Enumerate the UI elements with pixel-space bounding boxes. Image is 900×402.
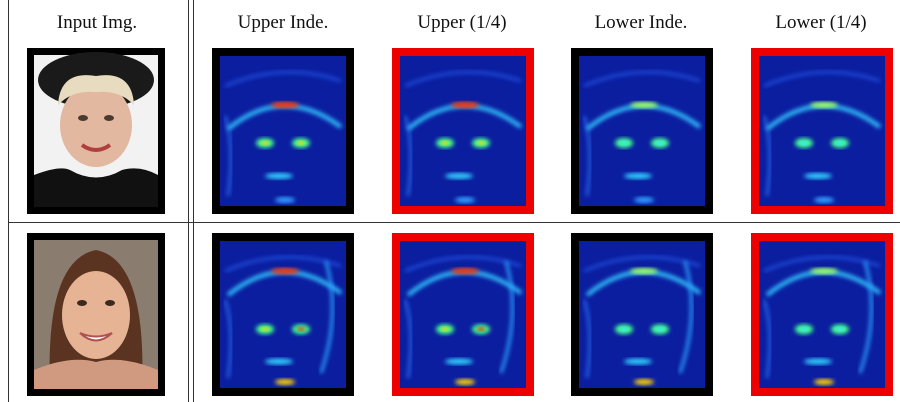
heatmap-eye bbox=[261, 141, 269, 145]
input-photo bbox=[27, 48, 165, 214]
heatmap-hotspot bbox=[810, 268, 838, 274]
heatmap-background bbox=[579, 56, 705, 206]
heatmap-eye bbox=[836, 141, 844, 145]
heatmap bbox=[571, 48, 713, 214]
heatmap-hotspot bbox=[271, 268, 299, 274]
heatmap bbox=[212, 233, 354, 396]
heatmap-hotspot bbox=[451, 102, 479, 108]
heatmap-eye bbox=[620, 327, 628, 331]
heatmap-eye bbox=[800, 141, 808, 145]
heatmap-chin bbox=[814, 379, 834, 385]
heatmap-hotspot bbox=[271, 102, 299, 108]
heatmap-chin bbox=[275, 379, 295, 385]
heatmap-hotspot bbox=[810, 102, 838, 108]
figure-table: Input Img. Upper Inde. Upper (1/4) Lower… bbox=[0, 0, 900, 402]
heatmap-eye bbox=[477, 327, 485, 331]
input-photo bbox=[27, 233, 165, 396]
heatmap-eye bbox=[800, 327, 808, 331]
column-header: Lower (1/4) bbox=[775, 12, 866, 33]
heatmap-chin bbox=[634, 197, 654, 203]
heatmap-chin bbox=[814, 197, 834, 203]
column-header: Upper (1/4) bbox=[417, 12, 506, 33]
heatmap-background bbox=[759, 56, 885, 206]
heatmap-chin bbox=[455, 379, 475, 385]
heatmap bbox=[751, 233, 893, 396]
heatmap-mouth bbox=[624, 173, 652, 179]
column-header: Upper Inde. bbox=[238, 12, 329, 33]
heatmap-eye bbox=[261, 327, 269, 331]
heatmap-eye bbox=[656, 141, 664, 145]
heatmap-mouth bbox=[445, 173, 473, 179]
heatmap-eye bbox=[477, 141, 485, 145]
heatmap-eye bbox=[836, 327, 844, 331]
heatmap bbox=[392, 233, 534, 396]
heatmap-chin bbox=[634, 379, 654, 385]
heatmap bbox=[392, 48, 534, 214]
heatmap-chin bbox=[275, 197, 295, 203]
heatmap-hotspot bbox=[451, 268, 479, 274]
heatmap-eye bbox=[297, 327, 305, 331]
heatmap-mouth bbox=[804, 173, 832, 179]
heatmap-eye bbox=[441, 141, 449, 145]
heatmap-mouth bbox=[804, 359, 832, 365]
heatmap bbox=[571, 233, 713, 396]
heatmap-eye bbox=[620, 141, 628, 145]
heatmap-mouth bbox=[265, 173, 293, 179]
heatmap bbox=[212, 48, 354, 214]
heatmap-mouth bbox=[265, 359, 293, 365]
column-header: Input Img. bbox=[57, 12, 137, 33]
heatmap-background bbox=[400, 56, 526, 206]
heatmap-eye bbox=[656, 327, 664, 331]
heatmap-hotspot bbox=[630, 102, 658, 108]
heatmap-hotspot bbox=[630, 268, 658, 274]
heatmap-eye bbox=[441, 327, 449, 331]
heatmap-chin bbox=[455, 197, 475, 203]
heatmap bbox=[751, 48, 893, 214]
heatmap-mouth bbox=[624, 359, 652, 365]
column-header: Lower Inde. bbox=[595, 12, 688, 33]
heatmap-mouth bbox=[445, 359, 473, 365]
heatmap-background bbox=[220, 56, 346, 206]
heatmap-eye bbox=[297, 141, 305, 145]
